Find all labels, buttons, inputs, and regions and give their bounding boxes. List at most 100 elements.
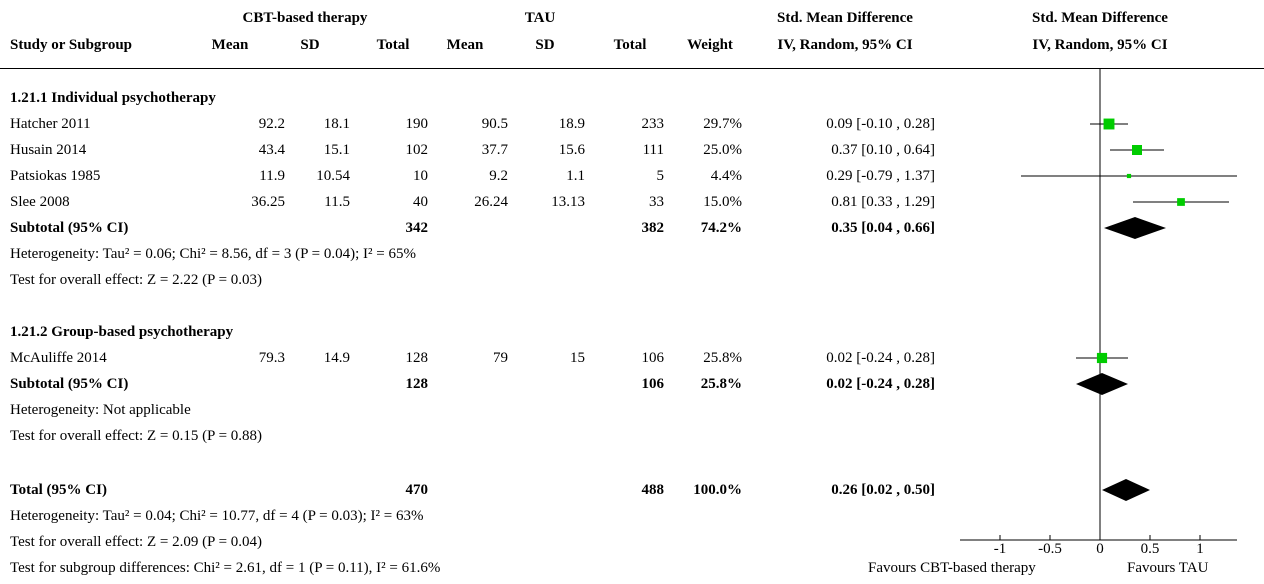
subtotal-total2: 382: [641, 220, 665, 236]
study-name: McAuliffe 2014: [10, 350, 107, 366]
total-ci: 0.26 [0.02 , 0.50]: [831, 482, 935, 498]
sd2: 13.13: [551, 194, 585, 210]
sd2: 1.1: [566, 168, 585, 184]
mean2: 79: [493, 350, 508, 366]
overall-effect-text: Test for overall effect: Z = 2.22 (P = 0…: [10, 272, 263, 288]
total1: 190: [405, 116, 429, 132]
subtotal-weight: 74.2%: [700, 220, 742, 236]
sd1: 15.1: [323, 142, 350, 158]
group2-header: TAU: [524, 10, 556, 26]
plot-subheader: IV, Random, 95% CI: [1032, 37, 1168, 53]
sd1: 10.54: [316, 168, 350, 184]
weight: 4.4%: [710, 168, 742, 184]
x-tick-label: -0.5: [1038, 541, 1062, 557]
subgroup1-title: 1.21.1 Individual psychotherapy: [10, 90, 216, 106]
subtotal-total1: 342: [405, 220, 429, 236]
total1-header: Total: [376, 37, 410, 53]
mean1: 11.9: [259, 168, 285, 184]
study-name: Patsiokas 1985: [10, 168, 101, 184]
mean1: 43.4: [258, 142, 285, 158]
total2: 33: [649, 194, 664, 210]
effect-subheader: IV, Random, 95% CI: [777, 37, 913, 53]
weight: 25.0%: [703, 142, 742, 158]
group1-header: CBT-based therapy: [242, 10, 368, 26]
study-name: Husain 2014: [10, 142, 87, 158]
mean1: 36.25: [251, 194, 285, 210]
sd1: 18.1: [323, 116, 350, 132]
summary-diamond: [1076, 373, 1128, 395]
subtotal-ci: 0.02 [-0.24 , 0.28]: [826, 376, 935, 392]
summary-diamond: [1102, 479, 1150, 501]
sd2: 18.9: [558, 116, 585, 132]
mean2: 9.2: [489, 168, 508, 184]
summary-diamond: [1104, 217, 1166, 239]
effect-header: Std. Mean Difference: [777, 10, 913, 26]
plot-header: Std. Mean Difference: [1032, 10, 1168, 26]
study-square: [1096, 352, 1108, 364]
overall-effect-text: Test for overall effect: Z = 0.15 (P = 0…: [10, 428, 263, 444]
total2: 106: [641, 350, 665, 366]
subgroup2-title: 1.21.2 Group-based psychotherapy: [10, 324, 234, 340]
x-tick-label: 0: [1096, 541, 1104, 557]
mean2: 90.5: [481, 116, 508, 132]
subtotal-label: Subtotal (95% CI): [10, 220, 129, 236]
x-tick-label: 0.5: [1141, 541, 1160, 557]
study-square: [1177, 198, 1185, 206]
total-heterogeneity-text: Heterogeneity: Tau² = 0.04; Chi² = 10.77…: [10, 508, 424, 524]
total-weight: 100.0%: [693, 482, 742, 498]
weight: 29.7%: [703, 116, 742, 132]
sd1: 11.5: [324, 194, 350, 210]
total2: 111: [642, 142, 664, 158]
study-column-header: Study or Subgroup: [10, 37, 133, 53]
study-square: [1132, 145, 1142, 155]
heterogeneity-text: Heterogeneity: Tau² = 0.06; Chi² = 8.56,…: [10, 246, 416, 262]
effect-ci: 0.37 [0.10 , 0.64]: [831, 142, 935, 158]
mean2: 37.7: [481, 142, 508, 158]
total1: 10: [413, 168, 428, 184]
subtotal-ci: 0.35 [0.04 , 0.66]: [831, 220, 935, 236]
effect-ci: 0.09 [-0.10 , 0.28]: [826, 116, 935, 132]
total1: 102: [405, 142, 429, 158]
sd2: 15: [570, 350, 585, 366]
total1: 128: [405, 350, 429, 366]
total2: 5: [656, 168, 665, 184]
study-square: [1126, 173, 1132, 179]
total-n1: 470: [405, 482, 429, 498]
mean1: 92.2: [258, 116, 285, 132]
mean1: 79.3: [258, 350, 285, 366]
study-name: Hatcher 2011: [10, 116, 91, 132]
total-label: Total (95% CI): [10, 482, 107, 498]
header-rule: [0, 68, 1264, 69]
subtotal-label: Subtotal (95% CI): [10, 376, 129, 392]
effect-ci: 0.29 [-0.79 , 1.37]: [826, 168, 935, 184]
sd1: 14.9: [323, 350, 350, 366]
total-overall-effect-text: Test for overall effect: Z = 2.09 (P = 0…: [10, 534, 263, 550]
sd2: 15.6: [558, 142, 585, 158]
mean2-header: Mean: [446, 37, 484, 53]
favours-right-label: Favours TAU: [1127, 560, 1209, 576]
total2-header: Total: [613, 37, 647, 53]
favours-left-label: Favours CBT-based therapy: [868, 560, 1036, 576]
total2: 233: [641, 116, 665, 132]
mean2: 26.24: [474, 194, 508, 210]
x-tick-label: -1: [994, 541, 1007, 557]
study-name: Slee 2008: [10, 194, 70, 210]
subtotal-weight: 25.8%: [700, 376, 742, 392]
sd1-header: SD: [300, 37, 320, 53]
x-tick-label: 1: [1196, 541, 1204, 557]
subgroup-differences-text: Test for subgroup differences: Chi² = 2.…: [10, 560, 441, 576]
weight-header: Weight: [687, 37, 733, 53]
heterogeneity-text: Heterogeneity: Not applicable: [10, 402, 191, 418]
mean1-header: Mean: [211, 37, 249, 53]
total-n2: 488: [641, 482, 665, 498]
subtotal-total2: 106: [641, 376, 665, 392]
weight: 25.8%: [703, 350, 742, 366]
subtotal-total1: 128: [405, 376, 429, 392]
effect-ci: 0.81 [0.33 , 1.29]: [831, 194, 935, 210]
study-square: [1103, 118, 1115, 130]
total1: 40: [413, 194, 428, 210]
sd2-header: SD: [535, 37, 555, 53]
weight: 15.0%: [703, 194, 742, 210]
effect-ci: 0.02 [-0.24 , 0.28]: [826, 350, 935, 366]
